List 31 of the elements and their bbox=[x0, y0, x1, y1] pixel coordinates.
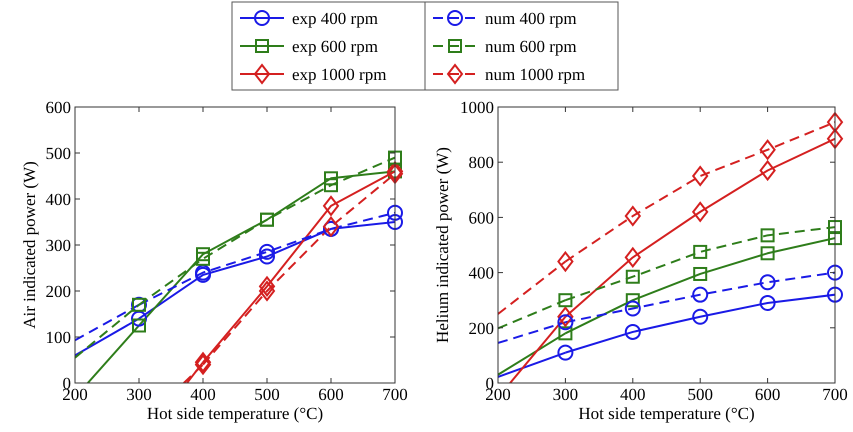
y-axis-title: Helium indicated power (W) bbox=[433, 147, 452, 343]
y-tick-label: 600 bbox=[468, 208, 494, 228]
legend-label: num 1000 rpm bbox=[485, 65, 586, 84]
x-axis-title: Hot side temperature (°C) bbox=[146, 404, 324, 423]
y-tick-label: 600 bbox=[46, 98, 71, 117]
y-tick-label: 1000 bbox=[460, 98, 494, 117]
legend-label: num 600 rpm bbox=[485, 37, 577, 56]
x-tick-label: 500 bbox=[687, 385, 713, 404]
y-tick-label: 400 bbox=[46, 190, 71, 209]
x-tick-label: 700 bbox=[382, 385, 408, 404]
x-axis-title: Hot side temperature (°C) bbox=[578, 404, 755, 423]
x-tick-label: 700 bbox=[822, 385, 848, 404]
y-tick-label: 200 bbox=[468, 318, 494, 338]
legend-label: exp 400 rpm bbox=[292, 9, 378, 28]
legend-label: exp 1000 rpm bbox=[292, 65, 386, 84]
y-axis-title: Air indicated power (W) bbox=[20, 161, 39, 329]
y-tick-label: 500 bbox=[46, 144, 71, 163]
y-tick-label: 300 bbox=[46, 236, 71, 255]
x-tick-label: 300 bbox=[552, 385, 578, 404]
y-tick-label: 100 bbox=[46, 328, 71, 347]
x-tick-label: 300 bbox=[126, 385, 152, 404]
x-tick-label: 500 bbox=[254, 385, 280, 404]
y-tick-label: 800 bbox=[468, 153, 494, 172]
y-tick-label: 200 bbox=[46, 282, 71, 301]
x-tick-label: 400 bbox=[190, 385, 216, 404]
x-tick-label: 400 bbox=[620, 385, 646, 404]
x-tick-label: 600 bbox=[754, 385, 780, 404]
legend-label: num 400 rpm bbox=[485, 9, 577, 28]
y-tick-label: 400 bbox=[468, 264, 494, 283]
x-tick-label: 600 bbox=[318, 385, 344, 404]
legend-label: exp 600 rpm bbox=[292, 37, 378, 56]
